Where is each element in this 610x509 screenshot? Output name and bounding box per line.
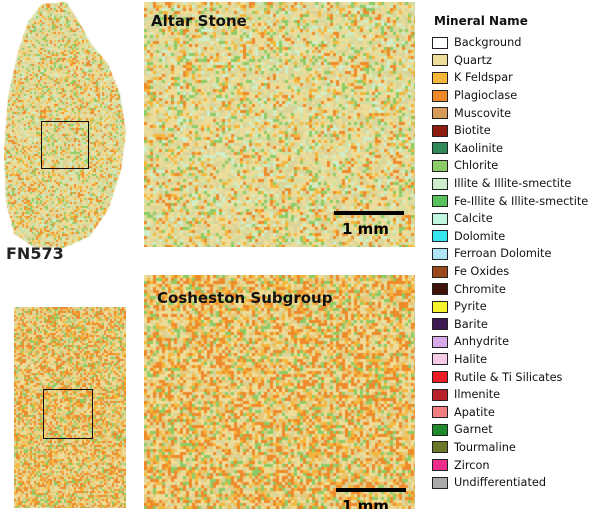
legend-label: Illite & Illite-smectite	[454, 177, 572, 191]
legend-swatch	[432, 230, 448, 243]
legend-item: Quartz	[432, 52, 610, 70]
scale-bar-bottom	[336, 488, 406, 492]
legend-label: Pyrite	[454, 300, 487, 314]
scale-label-bottom: 1 mm	[342, 497, 389, 509]
legend-label: Halite	[454, 352, 488, 366]
mineral-legend: Mineral Name Background Quartz K Feldspar P…	[432, 14, 610, 491]
legend-label: Ilmenite	[454, 388, 501, 402]
legend-item: Dolomite	[432, 228, 610, 246]
legend-swatch	[432, 195, 448, 208]
legend-label: Calcite	[454, 212, 493, 226]
legend-item: Anhydrite	[432, 333, 610, 351]
legend-label: Zircon	[454, 458, 490, 472]
legend-swatch	[432, 142, 448, 155]
cosheston-title: Cosheston Subgroup	[157, 289, 333, 307]
legend-label: Ferroan Dolomite	[454, 247, 552, 261]
legend-label: Fe Oxides	[454, 265, 510, 279]
legend-label: K Feldspar	[454, 71, 513, 85]
legend-swatch	[432, 335, 448, 348]
legend-label: Quartz	[454, 53, 492, 67]
legend-item: Illite & Illite-smectite	[432, 175, 610, 193]
legend-label: Kaolinite	[454, 141, 503, 155]
legend-item: Barite	[432, 316, 610, 334]
legend-item: Undifferentiated	[432, 474, 610, 492]
legend-label: Anhydrite	[454, 335, 510, 349]
altar-stone-overview-map	[4, 2, 128, 249]
legend-swatch	[432, 107, 448, 120]
altar-stone-detail-map: Altar Stone 1 mm	[144, 2, 415, 247]
legend-swatch	[432, 423, 448, 436]
legend-swatch	[432, 318, 448, 331]
legend-label: Biotite	[454, 124, 491, 138]
scale-label-top: 1 mm	[342, 220, 389, 238]
altar-stone-title: Altar Stone	[151, 12, 247, 30]
legend-swatch	[432, 177, 448, 190]
legend-label: Plagioclase	[454, 89, 518, 103]
legend-swatch	[432, 459, 448, 472]
legend-label: Garnet	[454, 423, 493, 437]
legend-swatch	[432, 212, 448, 225]
legend-swatch	[432, 36, 448, 49]
legend-swatch	[432, 283, 448, 296]
legend-title: Mineral Name	[434, 14, 528, 28]
legend-item: Garnet	[432, 421, 610, 439]
legend-swatch	[432, 388, 448, 401]
legend-label: Barite	[454, 317, 488, 331]
legend-item: Muscovite	[432, 104, 610, 122]
legend-item: Fe Oxides	[432, 263, 610, 281]
legend-label: Rutile & Ti Silicates	[454, 370, 563, 384]
legend-swatch	[432, 353, 448, 366]
legend-label: Background	[454, 36, 522, 50]
sample-id-label: FN573	[6, 244, 64, 263]
legend-swatch	[432, 54, 448, 67]
legend-swatch	[432, 247, 448, 260]
cosheston-detail-map: Cosheston Subgroup 1 mm	[144, 275, 415, 509]
legend-label: Undifferentiated	[454, 476, 547, 490]
legend-item: Tourmaline	[432, 439, 610, 457]
legend-item: Fe-Illite & Illite-smectite	[432, 192, 610, 210]
legend-item: Background	[432, 34, 610, 52]
scale-bar-top	[334, 211, 404, 215]
legend-swatch	[432, 300, 448, 313]
legend-label: Chromite	[454, 282, 506, 296]
legend-list: Background Quartz K Feldspar Plagioclase Mus…	[432, 34, 610, 491]
altar-stone-detail-canvas	[144, 2, 415, 247]
region-of-interest-box	[43, 389, 93, 439]
cosheston-overview-map	[14, 307, 126, 508]
legend-swatch	[432, 159, 448, 172]
legend-swatch	[432, 265, 448, 278]
legend-item: Kaolinite	[432, 140, 610, 158]
legend-item: K Feldspar	[432, 69, 610, 87]
legend-item: Chlorite	[432, 157, 610, 175]
legend-item: Pyrite	[432, 298, 610, 316]
legend-label: Chlorite	[454, 159, 499, 173]
legend-item: Halite	[432, 351, 610, 369]
legend-swatch	[432, 124, 448, 137]
legend-swatch	[432, 441, 448, 454]
legend-label: Apatite	[454, 405, 495, 419]
cosheston-overview-canvas	[14, 307, 126, 508]
legend-swatch	[432, 71, 448, 84]
legend-label: Fe-Illite & Illite-smectite	[454, 194, 589, 208]
legend-label: Muscovite	[454, 106, 512, 120]
legend-label: Tourmaline	[454, 440, 516, 454]
legend-item: Ilmenite	[432, 386, 610, 404]
legend-item: Biotite	[432, 122, 610, 140]
legend-item: Rutile & Ti Silicates	[432, 368, 610, 386]
legend-item: Zircon	[432, 456, 610, 474]
cosheston-detail-canvas	[144, 275, 415, 509]
legend-swatch	[432, 406, 448, 419]
legend-item: Calcite	[432, 210, 610, 228]
legend-label: Dolomite	[454, 229, 506, 243]
legend-swatch	[432, 476, 448, 489]
altar-stone-overview-canvas	[4, 2, 128, 249]
legend-item: Ferroan Dolomite	[432, 245, 610, 263]
legend-swatch	[432, 89, 448, 102]
legend-item: Chromite	[432, 280, 610, 298]
legend-item: Apatite	[432, 403, 610, 421]
region-of-interest-box	[41, 121, 89, 169]
legend-swatch	[432, 371, 448, 384]
legend-item: Plagioclase	[432, 87, 610, 105]
